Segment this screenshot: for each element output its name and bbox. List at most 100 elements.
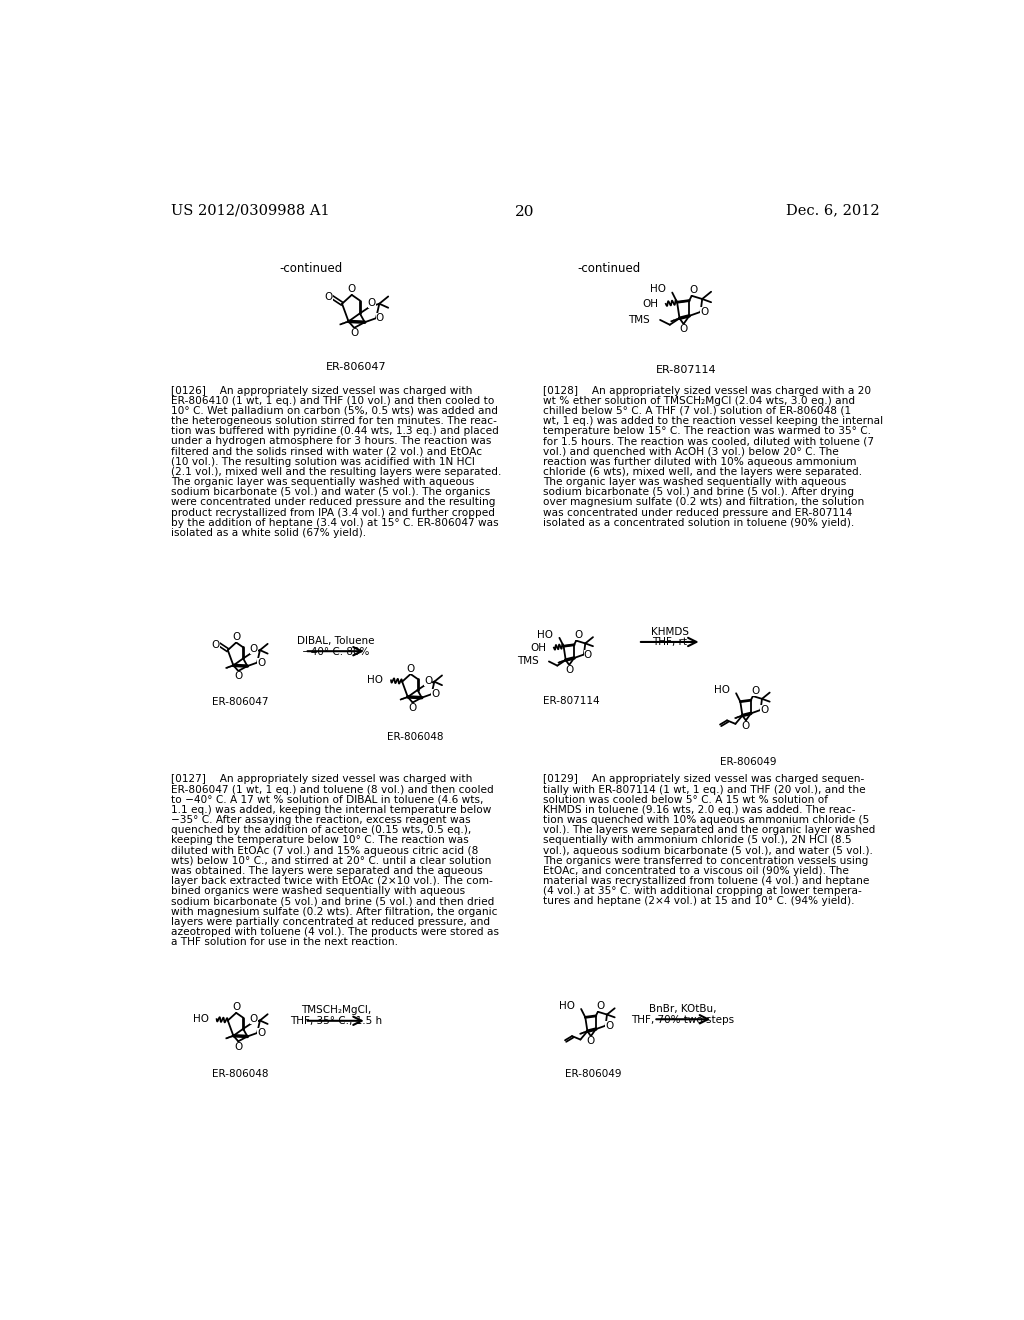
Text: vol.). The layers were separated and the organic layer washed: vol.). The layers were separated and the… xyxy=(543,825,874,836)
Text: DIBAL, Toluene: DIBAL, Toluene xyxy=(297,636,375,645)
Text: wts) below 10° C., and stirred at 20° C. until a clear solution: wts) below 10° C., and stirred at 20° C.… xyxy=(171,855,490,866)
Text: material was recrystallized from toluene (4 vol.) and heptane: material was recrystallized from toluene… xyxy=(543,876,869,886)
Text: O: O xyxy=(587,1036,595,1047)
Text: sodium bicarbonate (5 vol.) and brine (5 vol.). After drying: sodium bicarbonate (5 vol.) and brine (5… xyxy=(543,487,854,498)
Text: O: O xyxy=(431,689,439,700)
Text: O: O xyxy=(409,704,417,713)
Text: ER-806048: ER-806048 xyxy=(386,733,443,742)
Text: bined organics were washed sequentially with aqueous: bined organics were washed sequentially … xyxy=(171,886,465,896)
Text: filtered and the solids rinsed with water (2 vol.) and EtOAc: filtered and the solids rinsed with wate… xyxy=(171,446,481,457)
Text: (2.1 vol.), mixed well and the resulting layers were separated.: (2.1 vol.), mixed well and the resulting… xyxy=(171,467,501,477)
Text: [0127]  An appropriately sized vessel was charged with: [0127] An appropriately sized vessel was… xyxy=(171,775,472,784)
Text: tion was quenched with 10% aqueous ammonium chloride (5: tion was quenched with 10% aqueous ammon… xyxy=(543,814,869,825)
Text: by the addition of heptane (3.4 vol.) at 15° C. ER-806047 was: by the addition of heptane (3.4 vol.) at… xyxy=(171,517,499,528)
Text: O: O xyxy=(250,1014,258,1024)
Text: TMS: TMS xyxy=(517,656,539,667)
Text: O: O xyxy=(376,313,384,323)
Text: 10° C. Wet palladium on carbon (5%, 0.5 wts) was added and: 10° C. Wet palladium on carbon (5%, 0.5 … xyxy=(171,405,498,416)
Text: over magnesium sulfate (0.2 wts) and filtration, the solution: over magnesium sulfate (0.2 wts) and fil… xyxy=(543,498,864,507)
Text: O: O xyxy=(232,1002,241,1012)
Text: -continued: -continued xyxy=(578,263,641,276)
Text: under a hydrogen atmosphere for 3 hours. The reaction was: under a hydrogen atmosphere for 3 hours.… xyxy=(171,437,490,446)
Text: with magnesium sulfate (0.2 wts). After filtration, the organic: with magnesium sulfate (0.2 wts). After … xyxy=(171,907,497,916)
Text: THF, rt: THF, rt xyxy=(652,638,687,647)
Text: The organics were transferred to concentration vessels using: The organics were transferred to concent… xyxy=(543,855,868,866)
Text: the heterogeneous solution stirred for ten minutes. The reac-: the heterogeneous solution stirred for t… xyxy=(171,416,497,426)
Text: was obtained. The layers were separated and the aqueous: was obtained. The layers were separated … xyxy=(171,866,482,876)
Text: O: O xyxy=(234,1041,243,1052)
Text: HO: HO xyxy=(714,685,730,696)
Text: (10 vol.). The resulting solution was acidified with 1N HCl: (10 vol.). The resulting solution was ac… xyxy=(171,457,474,467)
Text: HO: HO xyxy=(193,1014,209,1024)
Text: THF, 35° C., 1.5 h: THF, 35° C., 1.5 h xyxy=(290,1016,382,1026)
Text: azeotroped with toluene (4 vol.). The products were stored as: azeotroped with toluene (4 vol.). The pr… xyxy=(171,927,499,937)
Text: OH: OH xyxy=(642,298,658,309)
Text: tion was buffered with pyridine (0.44 wts, 1.3 eq.) and placed: tion was buffered with pyridine (0.44 wt… xyxy=(171,426,499,436)
Text: KHMDS: KHMDS xyxy=(650,627,689,636)
Text: ER-806047: ER-806047 xyxy=(212,697,268,708)
Text: HO: HO xyxy=(650,285,666,294)
Text: ER-806047: ER-806047 xyxy=(327,363,387,372)
Text: O: O xyxy=(680,325,688,334)
Text: was concentrated under reduced pressure and ER-807114: was concentrated under reduced pressure … xyxy=(543,507,852,517)
Text: ER-806049: ER-806049 xyxy=(720,758,776,767)
Text: tures and heptane (2×4 vol.) at 15 and 10° C. (94% yield).: tures and heptane (2×4 vol.) at 15 and 1… xyxy=(543,896,854,907)
Text: were concentrated under reduced pressure and the resulting: were concentrated under reduced pressure… xyxy=(171,498,496,507)
Text: The organic layer was washed sequentially with aqueous: The organic layer was washed sequentiall… xyxy=(543,477,846,487)
Text: HO: HO xyxy=(368,676,383,685)
Text: solution was cooled below 5° C. A 15 wt % solution of: solution was cooled below 5° C. A 15 wt … xyxy=(543,795,827,805)
Text: O: O xyxy=(250,644,258,653)
Text: O: O xyxy=(350,329,358,338)
Text: BnBr, KOtBu,: BnBr, KOtBu, xyxy=(649,1003,717,1014)
Text: reaction was further diluted with 10% aqueous ammonium: reaction was further diluted with 10% aq… xyxy=(543,457,856,467)
Text: TMSCH₂MgCl,: TMSCH₂MgCl, xyxy=(301,1006,371,1015)
Text: ER-807114: ER-807114 xyxy=(543,696,600,706)
Text: O: O xyxy=(347,285,356,294)
Text: O: O xyxy=(574,630,583,640)
Text: O: O xyxy=(761,705,769,715)
Text: EtOAc, and concentrated to a viscous oil (90% yield). The: EtOAc, and concentrated to a viscous oil… xyxy=(543,866,849,876)
Text: −35° C. After assaying the reaction, excess reagent was: −35° C. After assaying the reaction, exc… xyxy=(171,814,470,825)
Text: [0129]  An appropriately sized vessel was charged sequen-: [0129] An appropriately sized vessel was… xyxy=(543,775,864,784)
Text: O: O xyxy=(565,665,573,676)
Text: HO: HO xyxy=(559,1001,574,1011)
Text: O: O xyxy=(700,306,709,317)
Text: THF, 70% two steps: THF, 70% two steps xyxy=(632,1015,734,1024)
Text: diluted with EtOAc (7 vol.) and 15% aqueous citric acid (8: diluted with EtOAc (7 vol.) and 15% aque… xyxy=(171,846,478,855)
Text: O: O xyxy=(211,640,220,649)
Text: sodium bicarbonate (5 vol.) and brine (5 vol.) and then dried: sodium bicarbonate (5 vol.) and brine (5… xyxy=(171,896,494,907)
Text: [0126]  An appropriately sized vessel was charged with: [0126] An appropriately sized vessel was… xyxy=(171,385,472,396)
Text: vol.) and quenched with AcOH (3 vol.) below 20° C. The: vol.) and quenched with AcOH (3 vol.) be… xyxy=(543,446,839,457)
Text: vol.), aqueous sodium bicarbonate (5 vol.), and water (5 vol.).: vol.), aqueous sodium bicarbonate (5 vol… xyxy=(543,846,872,855)
Text: O: O xyxy=(325,292,333,302)
Text: O: O xyxy=(234,672,243,681)
Text: O: O xyxy=(257,1028,265,1038)
Text: wt, 1 eq.) was added to the reaction vessel keeping the internal: wt, 1 eq.) was added to the reaction ves… xyxy=(543,416,883,426)
Text: ER-806049: ER-806049 xyxy=(565,1069,622,1078)
Text: O: O xyxy=(596,1002,604,1011)
Text: wt % ether solution of TMSCH₂MgCl (2.04 wts, 3.0 eq.) and: wt % ether solution of TMSCH₂MgCl (2.04 … xyxy=(543,396,855,405)
Text: ER-806048: ER-806048 xyxy=(212,1069,268,1080)
Text: ER-807114: ER-807114 xyxy=(655,364,717,375)
Text: chilled below 5° C. A THF (7 vol.) solution of ER-806048 (1: chilled below 5° C. A THF (7 vol.) solut… xyxy=(543,405,851,416)
Text: for 1.5 hours. The reaction was cooled, diluted with toluene (7: for 1.5 hours. The reaction was cooled, … xyxy=(543,437,873,446)
Text: [0128]  An appropriately sized vessel was charged with a 20: [0128] An appropriately sized vessel was… xyxy=(543,385,870,396)
Text: KHMDS in toluene (9.16 wts, 2.0 eq.) was added. The reac-: KHMDS in toluene (9.16 wts, 2.0 eq.) was… xyxy=(543,805,855,814)
Text: O: O xyxy=(368,298,376,308)
Text: OH: OH xyxy=(530,643,546,652)
Text: O: O xyxy=(407,664,415,673)
Text: product recrystallized from IPA (3.4 vol.) and further cropped: product recrystallized from IPA (3.4 vol… xyxy=(171,507,495,517)
Text: US 2012/0309988 A1: US 2012/0309988 A1 xyxy=(171,203,330,216)
Text: layer back extracted twice with EtOAc (2×10 vol.). The com-: layer back extracted twice with EtOAc (2… xyxy=(171,876,493,886)
Text: O: O xyxy=(751,685,760,696)
Text: O: O xyxy=(424,676,432,685)
Text: O: O xyxy=(584,649,592,660)
Text: HO: HO xyxy=(538,630,553,640)
Text: ER-806410 (1 wt, 1 eq.) and THF (10 vol.) and then cooled to: ER-806410 (1 wt, 1 eq.) and THF (10 vol.… xyxy=(171,396,494,405)
Text: O: O xyxy=(232,632,241,642)
Text: -continued: -continued xyxy=(280,263,342,276)
Text: O: O xyxy=(690,285,698,296)
Text: a THF solution for use in the next reaction.: a THF solution for use in the next react… xyxy=(171,937,397,946)
Text: O: O xyxy=(605,1020,613,1031)
Text: O: O xyxy=(257,657,265,668)
